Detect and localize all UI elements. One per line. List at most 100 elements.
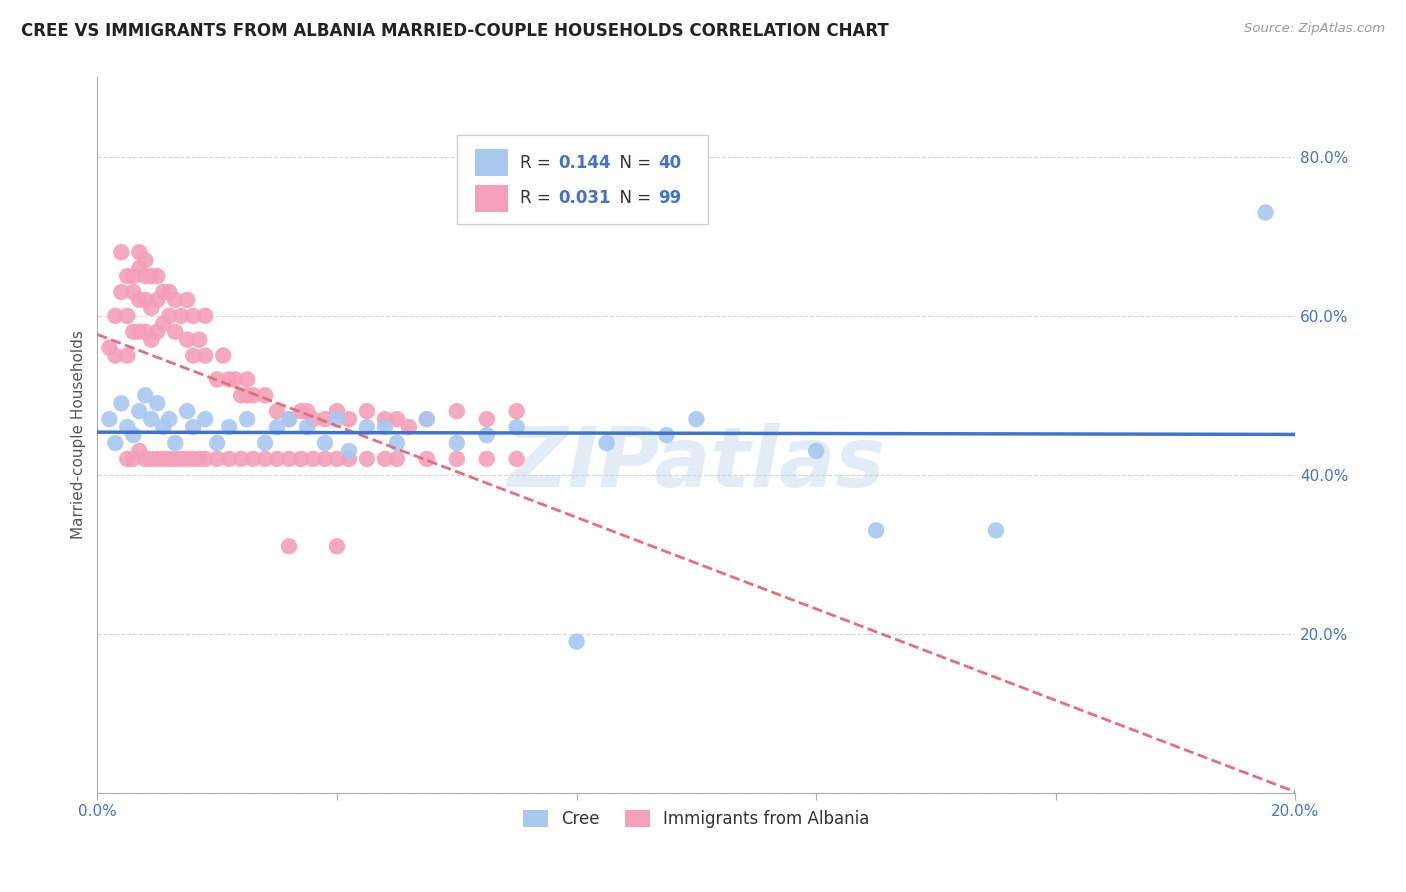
Point xyxy=(446,404,468,418)
Point xyxy=(110,396,132,410)
Point xyxy=(266,451,288,466)
Point xyxy=(176,293,198,307)
Point xyxy=(356,451,378,466)
Point xyxy=(205,451,228,466)
Text: R =: R = xyxy=(520,189,557,207)
Point xyxy=(337,444,360,458)
Point xyxy=(385,412,408,426)
Point xyxy=(194,451,217,466)
Point xyxy=(170,309,193,323)
Text: 0.144: 0.144 xyxy=(558,153,612,171)
Point xyxy=(146,451,169,466)
Point xyxy=(1254,205,1277,219)
Text: N =: N = xyxy=(609,153,657,171)
Point xyxy=(655,428,678,442)
Point xyxy=(295,404,318,418)
Point xyxy=(176,451,198,466)
Point xyxy=(134,293,156,307)
FancyBboxPatch shape xyxy=(475,149,509,176)
Point xyxy=(128,261,150,276)
Point xyxy=(176,404,198,418)
Point xyxy=(165,436,187,450)
Point xyxy=(194,412,217,426)
Point xyxy=(157,412,180,426)
Point xyxy=(194,309,217,323)
Point xyxy=(266,420,288,434)
Point xyxy=(218,372,240,386)
Point xyxy=(295,420,318,434)
Point xyxy=(117,451,139,466)
Point xyxy=(128,293,150,307)
Point xyxy=(475,428,498,442)
Point xyxy=(117,269,139,284)
Point xyxy=(141,269,163,284)
Point xyxy=(212,349,235,363)
Text: R =: R = xyxy=(520,153,557,171)
Point xyxy=(122,325,145,339)
Point xyxy=(236,372,259,386)
Point xyxy=(134,451,156,466)
Point xyxy=(146,293,169,307)
FancyBboxPatch shape xyxy=(475,185,509,212)
Point xyxy=(505,451,527,466)
Point xyxy=(865,524,887,538)
Point xyxy=(141,333,163,347)
Point xyxy=(290,451,312,466)
Point xyxy=(326,404,349,418)
Point xyxy=(229,451,252,466)
Point xyxy=(475,412,498,426)
Point xyxy=(122,451,145,466)
Point xyxy=(134,253,156,268)
Legend: Cree, Immigrants from Albania: Cree, Immigrants from Albania xyxy=(516,803,876,834)
Point xyxy=(122,285,145,299)
Point xyxy=(176,333,198,347)
Point xyxy=(181,420,204,434)
Point xyxy=(181,309,204,323)
Point xyxy=(117,309,139,323)
Point xyxy=(152,420,174,434)
Point xyxy=(984,524,1007,538)
Point xyxy=(117,349,139,363)
Point xyxy=(218,451,240,466)
Point xyxy=(242,388,264,402)
Point xyxy=(157,309,180,323)
Point xyxy=(170,451,193,466)
Text: ZIPatlas: ZIPatlas xyxy=(508,423,886,504)
Point xyxy=(505,420,527,434)
Point xyxy=(229,388,252,402)
Point xyxy=(104,309,127,323)
Point xyxy=(475,451,498,466)
Point xyxy=(416,451,439,466)
Point xyxy=(326,451,349,466)
Point xyxy=(165,451,187,466)
Point xyxy=(254,436,277,450)
Point xyxy=(326,412,349,426)
Point xyxy=(165,293,187,307)
Point xyxy=(356,404,378,418)
Point xyxy=(416,412,439,426)
Point xyxy=(152,285,174,299)
Point xyxy=(398,420,420,434)
Point xyxy=(181,349,204,363)
Point xyxy=(374,412,396,426)
Text: Source: ZipAtlas.com: Source: ZipAtlas.com xyxy=(1244,22,1385,36)
Point xyxy=(194,349,217,363)
Point xyxy=(146,396,169,410)
Point xyxy=(141,412,163,426)
Point xyxy=(326,539,349,553)
Point xyxy=(117,420,139,434)
Point xyxy=(254,388,277,402)
FancyBboxPatch shape xyxy=(457,135,709,224)
Point xyxy=(446,451,468,466)
Point xyxy=(356,420,378,434)
Point xyxy=(236,388,259,402)
Point xyxy=(110,285,132,299)
Point xyxy=(98,412,121,426)
Point xyxy=(152,317,174,331)
Point xyxy=(157,451,180,466)
Point xyxy=(416,412,439,426)
Point xyxy=(152,451,174,466)
Point xyxy=(141,451,163,466)
Point xyxy=(314,412,336,426)
Point xyxy=(302,451,325,466)
